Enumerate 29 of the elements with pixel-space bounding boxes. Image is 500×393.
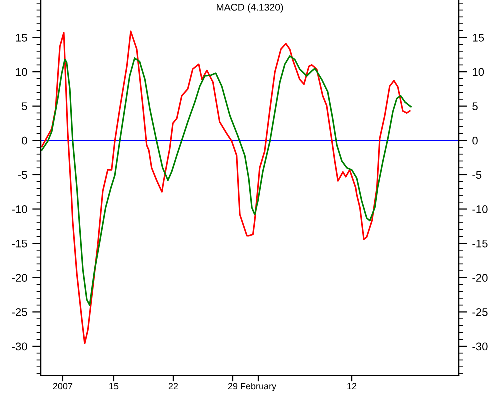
y2-tick-label: -5 xyxy=(472,171,482,180)
x-tick-label: 12 xyxy=(348,383,357,390)
x-tick-label: February xyxy=(241,382,277,392)
chart-title: MACD (4.1320) xyxy=(217,4,284,13)
line-series xyxy=(41,30,411,345)
y2-tick-label: -25 xyxy=(472,308,488,316)
y-tick-label: -20 xyxy=(12,274,28,282)
y-tick-label: -30 xyxy=(12,342,28,351)
x-tick-label: 22 xyxy=(168,383,178,390)
y-tick-label: 15 xyxy=(16,34,28,42)
y-tick-label: 0 xyxy=(22,136,28,145)
y-tick-label: 10 xyxy=(16,68,28,76)
y-tick-label: -10 xyxy=(12,206,28,214)
y2-tick-label: -30 xyxy=(472,342,488,351)
y2-tick-label: 0 xyxy=(472,136,478,145)
x-tick-label: 2007 xyxy=(53,383,73,390)
y2-tick-label: 10 xyxy=(473,68,484,76)
y2-tick-label: -20 xyxy=(472,274,488,282)
y2-tick-label: 15 xyxy=(473,34,484,42)
y-tick-label: -25 xyxy=(12,308,28,316)
x-tick-label: 29 xyxy=(228,383,238,390)
x-tick-label: 15 xyxy=(110,383,119,390)
y2-tick-label: 5 xyxy=(472,102,478,110)
y2-tick-label: -10 xyxy=(472,206,488,214)
line-series xyxy=(41,56,412,306)
y-tick-label: -15 xyxy=(12,240,28,248)
y2-tick-label: -15 xyxy=(472,240,488,248)
y-tick-label: -5 xyxy=(18,171,28,180)
y-tick-label: 5 xyxy=(22,102,28,110)
